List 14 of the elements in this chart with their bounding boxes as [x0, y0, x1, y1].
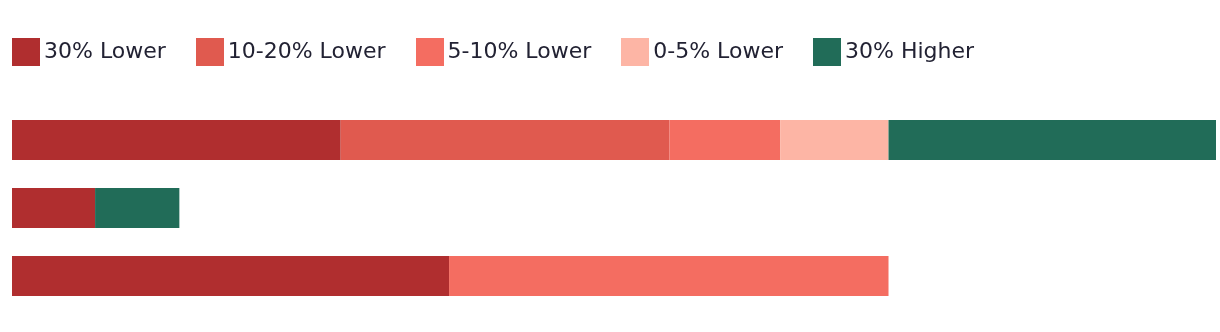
bar	[12, 188, 96, 228]
legend-label: 5-10% Lower	[447, 38, 592, 63]
bar	[449, 256, 889, 296]
bar	[95, 188, 180, 228]
bar	[780, 120, 889, 160]
legend-label: 10-20% Lower	[227, 38, 386, 63]
legend-label: 30% Lower	[44, 38, 166, 63]
bar	[340, 120, 670, 160]
bar	[12, 256, 450, 296]
bar	[12, 120, 341, 160]
bar	[669, 120, 781, 160]
bar	[888, 120, 1216, 160]
legend-label: 30% Higher	[845, 38, 975, 63]
legend-label: 0-5% Lower	[653, 38, 783, 63]
